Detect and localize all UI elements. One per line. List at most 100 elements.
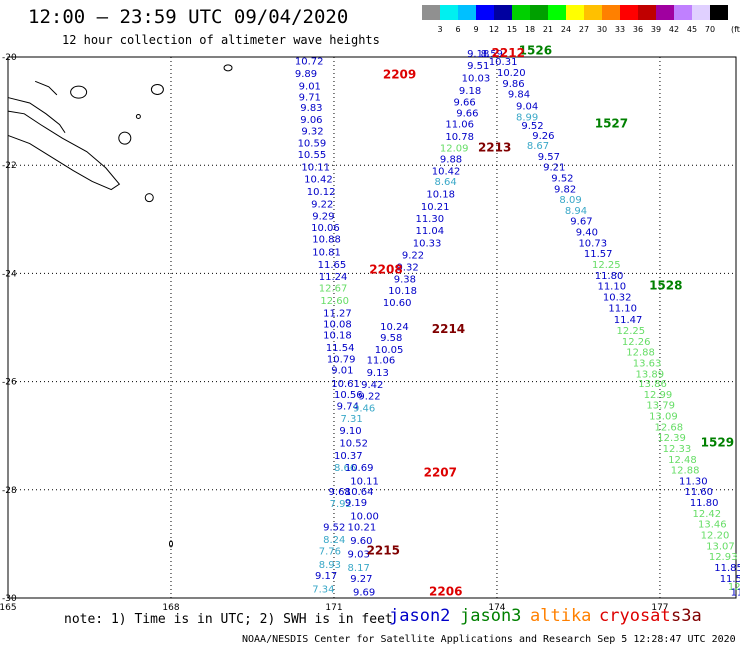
swh-value: 10.42 xyxy=(304,175,333,186)
swh-value: 10.31 xyxy=(489,57,518,68)
swh-value: 11.27 xyxy=(323,309,352,320)
swh-value: 11.65 xyxy=(318,260,347,271)
swh-value: 12.25 xyxy=(616,326,645,337)
scale-tick-label: 18 xyxy=(524,25,536,34)
swh-value: 10.69 xyxy=(345,463,374,474)
swh-value: 9.26 xyxy=(532,131,554,142)
swh-value: 13.63 xyxy=(633,358,662,369)
lat-label: -30 xyxy=(2,594,17,604)
scale-swatch xyxy=(566,5,584,20)
swh-value: 10.72 xyxy=(295,57,324,68)
swh-value: 10.00 xyxy=(350,512,379,523)
swh-value: 12.20 xyxy=(701,530,730,541)
swh-value: 9.52 xyxy=(551,173,573,184)
scale-swatch xyxy=(494,5,512,20)
swh-value: 12.99 xyxy=(644,390,673,401)
swh-value: 11.57 xyxy=(584,249,613,260)
legend-s3a: s3a xyxy=(671,606,702,626)
footnote: note: 1) Time is in UTC; 2) SWH is in fe… xyxy=(64,612,393,627)
swh-value: 11.24 xyxy=(319,272,348,283)
pass-id: 1528 xyxy=(649,279,682,293)
swh-value: 10.11 xyxy=(301,163,330,174)
swh-value: 7.76 xyxy=(319,547,341,558)
scale-tick-label: 3 xyxy=(437,25,443,34)
pass-id: 2206 xyxy=(429,584,462,598)
lon-label: 177 xyxy=(651,603,668,613)
swh-value: 10.73 xyxy=(578,238,607,249)
swh-value: 8.64 xyxy=(434,177,456,188)
legend-cryosat: cryosat xyxy=(599,606,671,626)
swh-value: 9.18 xyxy=(459,86,481,97)
scale-tick-label: 15 xyxy=(506,25,518,34)
swh-value: 12.42 xyxy=(693,509,722,520)
swh-value: 10.55 xyxy=(298,150,327,161)
pass-id: 2209 xyxy=(383,68,416,82)
swh-value: 11.54 xyxy=(326,343,355,354)
pass-id: 1529 xyxy=(701,436,734,450)
swh-value: 12.88 xyxy=(671,466,700,477)
island xyxy=(118,131,132,145)
swh-value: 9.40 xyxy=(576,228,598,239)
swh-value: 10.37 xyxy=(334,451,363,462)
swh-value: 9.60 xyxy=(350,536,372,547)
pass-id: 2207 xyxy=(424,465,457,479)
swh-value: 12.39 xyxy=(657,433,686,444)
swh-value: 10.33 xyxy=(413,238,442,249)
legend-altika: altika xyxy=(530,606,592,626)
swh-value: 11.85 xyxy=(714,563,740,574)
swh-value: 9.88 xyxy=(440,154,462,165)
swh-value: 12.93 xyxy=(709,552,738,563)
swh-value: 9.82 xyxy=(554,184,576,195)
swh-value: 9.13 xyxy=(367,368,389,379)
swh-value: 10.12 xyxy=(307,187,336,198)
swh-value: 9.42 xyxy=(361,380,383,391)
swh-value: 11.60 xyxy=(684,487,713,498)
swh-value: 8.93 xyxy=(319,560,341,571)
swh-value: 10.06 xyxy=(311,223,340,234)
swh-value: 10.88 xyxy=(312,235,341,246)
legend-jason2: jason2 xyxy=(389,606,451,626)
swh-value: 12.68 xyxy=(655,422,684,433)
swh-value: 7.34 xyxy=(312,585,334,596)
swh-value: 10.24 xyxy=(380,322,409,333)
island xyxy=(223,64,233,72)
swh-value: 9.69 xyxy=(353,587,375,598)
swh-value: 9.04 xyxy=(516,101,538,112)
pass-id: 2208 xyxy=(369,262,402,276)
map-title: 12:00 – 23:59 UTC 09/04/2020 xyxy=(28,6,349,28)
swh-value: 11.80 xyxy=(595,271,624,282)
scale-unit: (ft) xyxy=(730,25,740,34)
scale-swatch xyxy=(584,5,602,20)
swh-value: 9.03 xyxy=(348,549,370,560)
swh-value: 9.22 xyxy=(358,391,380,402)
swh-value: 8.24 xyxy=(323,535,345,546)
swh-value: 9.32 xyxy=(396,263,418,274)
swh-value: 9.52 xyxy=(521,121,543,132)
credit-line: NOAA/NESDIS Center for Satellite Applica… xyxy=(242,634,736,645)
scale-tick-label: 21 xyxy=(542,25,554,34)
coastline xyxy=(7,110,121,191)
swh-value: 12.33 xyxy=(663,444,692,455)
swh-value: 10.81 xyxy=(312,248,341,259)
lat-label: -24 xyxy=(2,269,17,279)
scale-tick-label: 45 xyxy=(686,25,698,34)
swh-value: 13.07 xyxy=(706,541,735,552)
swh-value: 12.26 xyxy=(622,337,651,348)
swh-value: 8.59 xyxy=(481,49,503,60)
swh-value: 7.92 xyxy=(330,499,352,510)
swh-value: 10.08 xyxy=(323,320,352,331)
swh-value: 9.58 xyxy=(380,333,402,344)
swh-value: 10.42 xyxy=(432,166,461,177)
scale-swatch xyxy=(638,5,656,20)
swh-value: 10.64 xyxy=(345,487,374,498)
swh-value: 9.06 xyxy=(300,115,322,126)
scale-swatch xyxy=(440,5,458,20)
swh-value: 9.83 xyxy=(300,103,322,114)
swh-value: 10.18 xyxy=(323,330,352,341)
swh-value: 8.09 xyxy=(559,195,581,206)
swh-value: 13.86 xyxy=(638,379,667,390)
swh-value: 9.66 xyxy=(456,109,478,120)
swh-value: 11.30 xyxy=(415,214,444,225)
pass-id: 1527 xyxy=(595,116,628,130)
swh-value: 9.68 xyxy=(329,487,351,498)
